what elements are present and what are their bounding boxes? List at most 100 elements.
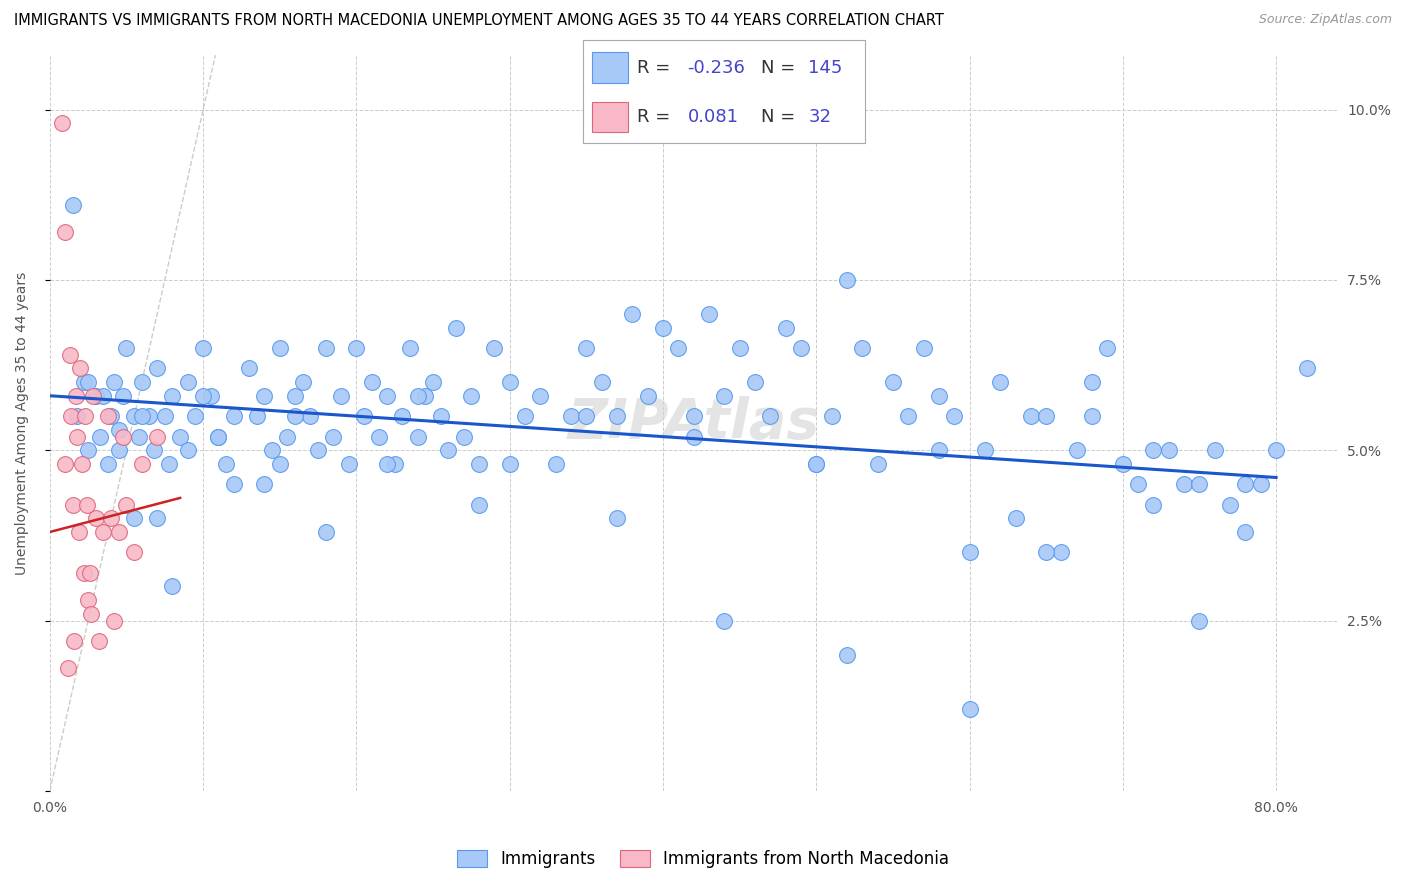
Point — [284, 389, 307, 403]
Point — [744, 375, 766, 389]
Point — [959, 702, 981, 716]
Point — [131, 375, 153, 389]
Point — [84, 389, 107, 403]
Point — [177, 443, 200, 458]
Point — [67, 524, 90, 539]
Point — [820, 409, 842, 424]
Point — [1097, 341, 1119, 355]
Point — [65, 389, 87, 403]
Point — [513, 409, 536, 424]
Point — [775, 320, 797, 334]
Point — [82, 389, 104, 403]
Point — [246, 409, 269, 424]
FancyBboxPatch shape — [592, 53, 628, 83]
Point — [53, 225, 76, 239]
Point — [238, 361, 260, 376]
Point — [682, 429, 704, 443]
Point — [666, 341, 689, 355]
Point — [59, 348, 82, 362]
Point — [103, 375, 125, 389]
Point — [200, 389, 222, 403]
Point — [621, 307, 644, 321]
Point — [100, 511, 122, 525]
Point — [1081, 409, 1104, 424]
Point — [69, 361, 91, 376]
Point — [138, 409, 160, 424]
Point — [63, 634, 86, 648]
Point — [307, 443, 329, 458]
Point — [406, 389, 429, 403]
Point — [835, 648, 858, 662]
Point — [1173, 477, 1195, 491]
Point — [191, 389, 214, 403]
Legend: Immigrants, Immigrants from North Macedonia: Immigrants, Immigrants from North Macedo… — [450, 843, 956, 875]
Point — [330, 389, 353, 403]
Text: ZIPAtlas: ZIPAtlas — [568, 396, 820, 450]
Point — [453, 429, 475, 443]
Text: IMMIGRANTS VS IMMIGRANTS FROM NORTH MACEDONIA UNEMPLOYMENT AMONG AGES 35 TO 44 Y: IMMIGRANTS VS IMMIGRANTS FROM NORTH MACE… — [14, 13, 943, 29]
Point — [882, 375, 904, 389]
Point — [759, 409, 782, 424]
Point — [143, 443, 166, 458]
Point — [444, 320, 467, 334]
Point — [468, 457, 491, 471]
Point — [713, 614, 735, 628]
Point — [72, 375, 94, 389]
Point — [484, 341, 506, 355]
Point — [1035, 409, 1057, 424]
Point — [790, 341, 813, 355]
Point — [72, 566, 94, 580]
Point — [928, 443, 950, 458]
Point — [79, 566, 101, 580]
Point — [429, 409, 451, 424]
Point — [157, 457, 180, 471]
Point — [988, 375, 1011, 389]
Point — [1234, 524, 1257, 539]
Point — [1188, 614, 1211, 628]
Point — [682, 409, 704, 424]
Point — [1234, 477, 1257, 491]
Point — [806, 457, 828, 471]
Point — [89, 429, 111, 443]
Point — [1050, 545, 1073, 559]
Point — [460, 389, 482, 403]
Point — [697, 307, 720, 321]
Point — [1142, 498, 1164, 512]
Point — [437, 443, 460, 458]
Text: 145: 145 — [808, 59, 842, 77]
Point — [51, 116, 73, 130]
Point — [62, 498, 84, 512]
Point — [162, 579, 184, 593]
Point — [415, 389, 437, 403]
Point — [112, 389, 135, 403]
Point — [1019, 409, 1042, 424]
Text: Source: ZipAtlas.com: Source: ZipAtlas.com — [1258, 13, 1392, 27]
Point — [253, 477, 276, 491]
Point — [368, 429, 391, 443]
Text: R =: R = — [637, 108, 671, 126]
Point — [80, 607, 103, 621]
Point — [1250, 477, 1272, 491]
Point — [499, 375, 522, 389]
Text: 0.081: 0.081 — [688, 108, 738, 126]
Point — [131, 409, 153, 424]
Point — [122, 545, 145, 559]
Point — [897, 409, 920, 424]
Point — [122, 409, 145, 424]
Point — [575, 409, 598, 424]
Point — [222, 477, 245, 491]
Point — [108, 524, 131, 539]
Point — [146, 511, 169, 525]
Point — [353, 409, 375, 424]
Point — [560, 409, 582, 424]
Point — [344, 341, 367, 355]
Point — [128, 429, 150, 443]
Point — [384, 457, 406, 471]
Point — [1112, 457, 1135, 471]
Point — [93, 389, 115, 403]
Point — [391, 409, 413, 424]
Point — [1126, 477, 1149, 491]
Point — [77, 375, 100, 389]
Point — [60, 409, 83, 424]
Point — [959, 545, 981, 559]
